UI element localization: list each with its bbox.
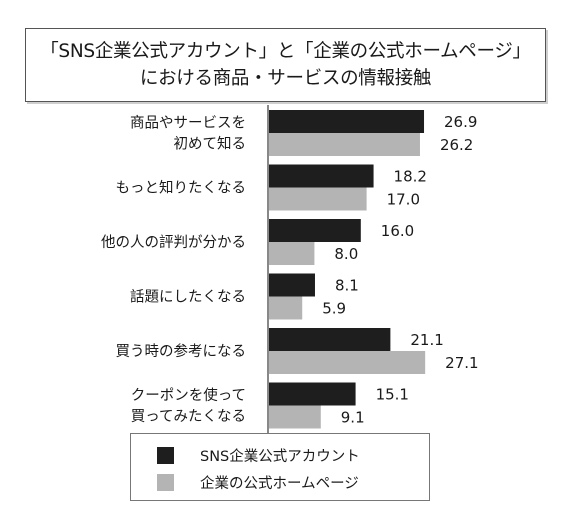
data-label-homepage: 27.1 <box>445 354 478 372</box>
data-label-homepage: 9.1 <box>341 409 365 427</box>
data-label-homepage: 8.0 <box>334 245 358 263</box>
bar-homepage <box>268 405 321 429</box>
bar-sns <box>268 328 391 351</box>
category-label: 買う時の参考になる <box>116 343 247 360</box>
category-label: もっと知りたくなる <box>116 180 247 197</box>
bar-sns <box>268 164 374 188</box>
legend-swatch-homepage <box>157 474 174 491</box>
category-label: クーポンを使って <box>131 387 246 404</box>
category-label: 商品やサービスを <box>130 115 246 132</box>
bar-homepage <box>268 242 315 265</box>
category-label: 買ってみたくなる <box>131 408 246 425</box>
data-label-sns: 21.1 <box>410 331 443 349</box>
data-label-homepage: 17.0 <box>387 191 420 209</box>
bar-homepage <box>268 351 426 374</box>
data-label-sns: 16.0 <box>381 222 414 240</box>
data-label-homepage: 26.2 <box>440 136 473 154</box>
bar-homepage <box>268 296 303 320</box>
legend-swatch-sns <box>157 447 174 464</box>
legend-item-sns: SNS企業公式アカウント <box>157 445 360 466</box>
chart-title-line-2: における商品・サービスの情報接触 <box>139 68 432 89</box>
bar-sns <box>268 273 315 297</box>
data-label-sns: 26.9 <box>444 113 477 131</box>
chart-title-box: 「SNS企業公式アカウント」と「企業の公式ホームページ」 における商品・サービス… <box>25 28 546 102</box>
legend-label-homepage: 企業の公式ホームページ <box>200 476 359 492</box>
data-label-sns: 18.2 <box>394 168 427 186</box>
chart-title-line-1: 「SNS企業公式アカウント」と「企業の公式ホームページ」 <box>40 41 531 62</box>
data-label-sns: 8.1 <box>335 277 359 295</box>
bar-homepage <box>268 133 420 156</box>
category-label: 話題にしたくなる <box>130 289 246 306</box>
chart-legend: SNS企業公式アカウント 企業の公式ホームページ <box>130 433 430 501</box>
data-label-sns: 15.1 <box>376 386 409 404</box>
category-label: 他の人の評判が分かる <box>101 234 246 251</box>
legend-label-sns: SNS企業公式アカウント <box>200 449 360 465</box>
bar-sns <box>268 382 356 406</box>
legend-item-homepage: 企業の公式ホームページ <box>157 472 359 493</box>
category-label: 初めて知る <box>174 136 247 153</box>
data-label-homepage: 5.9 <box>322 300 346 318</box>
bar-sns <box>268 110 425 133</box>
bar-sns <box>268 219 361 242</box>
bar-homepage <box>268 187 367 211</box>
